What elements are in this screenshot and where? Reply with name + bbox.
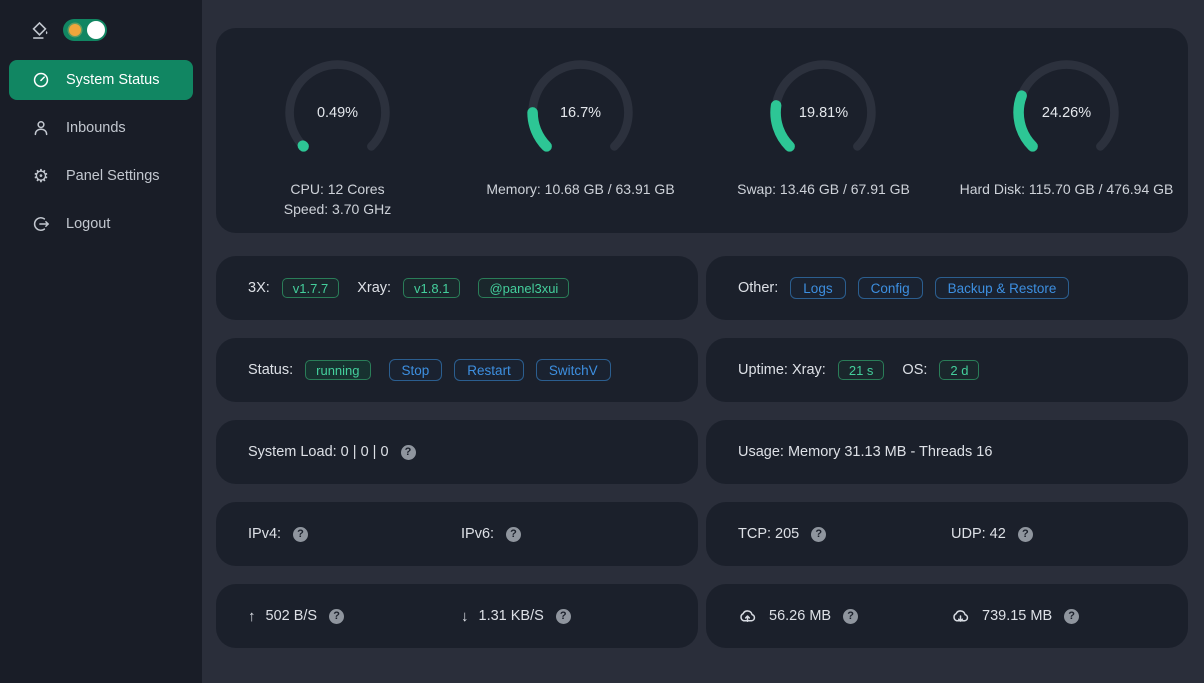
disk-percent: 24.26% [1041, 104, 1092, 121]
total-received: 739.15 MB [982, 608, 1053, 624]
restart-button[interactable]: Restart [454, 359, 524, 381]
sidebar-menu: System Status Inbounds ⚙ Panel Settings [0, 60, 202, 252]
udp-count: UDP: 42 [951, 526, 1006, 542]
panel-version-label: 3X: [248, 280, 270, 296]
xray-version-label: Xray: [357, 280, 392, 296]
sidebar: System Status Inbounds ⚙ Panel Settings [0, 0, 202, 683]
sun-icon [69, 24, 81, 36]
help-icon[interactable]: ? [1017, 526, 1033, 542]
gear-icon: ⚙ [32, 166, 50, 186]
help-icon[interactable]: ? [843, 608, 859, 624]
info-rows: 3X: v1.7.7 Xray: v1.8.1 @panel3xui Other… [216, 256, 1188, 648]
status-badge: running [305, 360, 371, 380]
ipv4-label: IPv4: [248, 526, 282, 542]
logout-icon [32, 215, 50, 233]
switch-version-button[interactable]: SwitchV [535, 359, 611, 381]
other-label: Other: [738, 280, 779, 296]
uptime-os-label: OS: [902, 362, 928, 378]
other-card: Other: Logs Config Backup & Restore [706, 256, 1188, 320]
help-icon[interactable]: ? [329, 608, 345, 624]
cloud-download-icon [951, 608, 970, 624]
net-speed-card: ↑ 502 B/S ? ↓ 1.31 KB/S ? [216, 584, 698, 648]
uptime-os-value: 2 d [939, 360, 980, 380]
help-icon[interactable]: ? [555, 608, 571, 624]
dashboard-icon [32, 71, 50, 89]
help-icon[interactable]: ? [811, 526, 827, 542]
sidebar-item-inbounds[interactable]: Inbounds [9, 108, 193, 148]
cpu-gauge: 0.49% CPU: 12 Cores Speed: 3.70 GHz [216, 55, 459, 233]
total-sent: 56.26 MB [769, 608, 832, 624]
logs-button[interactable]: Logs [790, 277, 846, 299]
ipv6-label: IPv6: [461, 526, 495, 542]
backup-restore-button[interactable]: Backup & Restore [934, 277, 1070, 299]
sidebar-item-logout[interactable]: Logout [9, 204, 193, 244]
sidebar-item-label: System Status [66, 72, 160, 88]
download-arrow-icon: ↓ [461, 607, 469, 625]
cpu-percent: 0.49% [316, 104, 359, 121]
main-content: 0.49% CPU: 12 Cores Speed: 3.70 GHz 16.7… [202, 0, 1204, 683]
dark-mode-toggle[interactable] [63, 19, 107, 41]
memory-gauge: 16.7% Memory: 10.68 GB / 63.91 GB [459, 55, 702, 233]
help-icon[interactable]: ? [506, 526, 522, 542]
versions-card: 3X: v1.7.7 Xray: v1.8.1 @panel3xui [216, 256, 698, 320]
sidebar-item-label: Panel Settings [66, 168, 160, 184]
net-traffic-card: 56.26 MB ? 739.15 MB ? [706, 584, 1188, 648]
sidebar-item-label: Logout [66, 216, 111, 232]
theme-colors-icon [30, 21, 49, 40]
help-icon[interactable]: ? [400, 444, 416, 460]
usage-text: Usage: Memory 31.13 MB - Threads 16 [738, 444, 993, 460]
memory-label: Memory: 10.68 GB / 63.91 GB [486, 181, 675, 197]
sidebar-item-system-status[interactable]: System Status [9, 60, 193, 100]
memory-percent: 16.7% [559, 104, 602, 121]
xray-version-tag: v1.8.1 [403, 278, 461, 298]
status-label: Status: [248, 362, 294, 378]
cloud-upload-icon [738, 608, 757, 624]
uptime-card: Uptime: Xray: 21 s OS: 2 d [706, 338, 1188, 402]
cpu-label: CPU: 12 Cores [290, 181, 385, 197]
connections-card: TCP: 205 ? UDP: 42 ? [706, 502, 1188, 566]
swap-label: Swap: 13.46 GB / 67.91 GB [737, 181, 910, 197]
uptime-xray-label: Uptime: Xray: [738, 362, 826, 378]
disk-label: Hard Disk: 115.70 GB / 476.94 GB [959, 181, 1174, 197]
config-button[interactable]: Config [857, 277, 923, 299]
system-load-card: System Load: 0 | 0 | 0 ? [216, 420, 698, 484]
status-card: Status: running Stop Restart SwitchV [216, 338, 698, 402]
uptime-xray-value: 21 s [837, 360, 885, 380]
system-stats-card: 0.49% CPU: 12 Cores Speed: 3.70 GHz 16.7… [216, 28, 1188, 233]
ip-card: IPv4: ? IPv6: ? [216, 502, 698, 566]
upload-speed: 502 B/S [265, 608, 318, 624]
usage-card: Usage: Memory 31.13 MB - Threads 16 [706, 420, 1188, 484]
disk-gauge: 24.26% Hard Disk: 115.70 GB / 476.94 GB [945, 55, 1188, 233]
upload-arrow-icon: ↑ [248, 607, 256, 625]
swap-gauge: 19.81% Swap: 13.46 GB / 67.91 GB [702, 55, 945, 233]
sidebar-item-label: Inbounds [66, 120, 126, 136]
toggle-knob [87, 21, 105, 39]
stop-button[interactable]: Stop [388, 359, 443, 381]
help-icon[interactable]: ? [1064, 608, 1080, 624]
system-load-text: System Load: 0 | 0 | 0 [248, 444, 389, 460]
user-icon [32, 119, 50, 137]
help-icon[interactable]: ? [293, 526, 309, 542]
cpu-label-2: Speed: 3.70 GHz [283, 201, 392, 217]
download-speed: 1.31 KB/S [478, 608, 544, 624]
panel-version-tag: v1.7.7 [281, 278, 340, 298]
tcp-count: TCP: 205 [738, 526, 800, 542]
swap-percent: 19.81% [798, 104, 849, 121]
telegram-channel-tag[interactable]: @panel3xui [478, 278, 570, 298]
sidebar-item-panel-settings[interactable]: ⚙ Panel Settings [9, 156, 193, 196]
theme-row [0, 0, 202, 44]
